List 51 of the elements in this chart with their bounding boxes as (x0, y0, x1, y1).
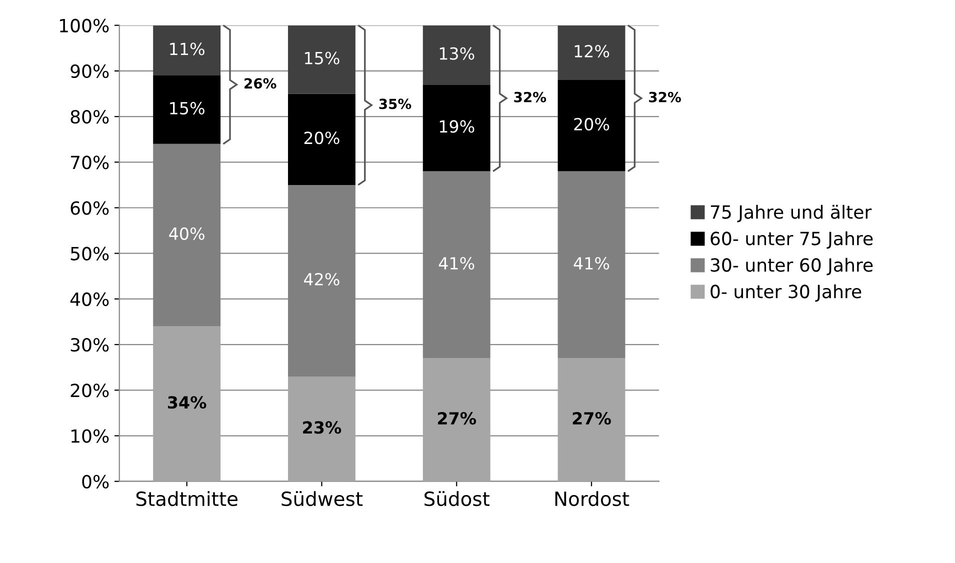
y-tick-label: 100% (60, 18, 109, 32)
y-tick-label: 50% (70, 246, 109, 260)
annotation: 32% (514, 92, 546, 102)
legend-label: 75 Jahre und älter (710, 204, 872, 222)
y-tick-label: 20% (70, 384, 109, 398)
bar (422, 84, 490, 172)
annotation: 32% (649, 92, 681, 102)
data-label: 20% (574, 118, 610, 130)
y-tick-label: 70% (71, 156, 109, 170)
data-label: 19% (440, 120, 474, 133)
y-tick-label: 0% (82, 474, 109, 488)
data-label: 34% (168, 396, 206, 409)
data-label: 20% (304, 132, 340, 144)
bar (153, 76, 221, 144)
data-label: 15% (170, 102, 204, 115)
x-tick-label: Nordost (555, 491, 630, 506)
bar (288, 94, 356, 185)
data-label: 27% (572, 412, 611, 425)
bar (422, 358, 490, 482)
y-tick-label: 60% (70, 201, 109, 215)
data-label: 40% (169, 227, 204, 240)
y-tick-label: 90% (70, 64, 109, 78)
bar (558, 80, 626, 172)
x-tick-label: Südwest (282, 491, 363, 506)
data-label: 41% (574, 256, 610, 270)
bar (558, 358, 626, 482)
data-label: 11% (170, 42, 204, 56)
data-label: 13% (440, 47, 474, 60)
bar (288, 25, 356, 94)
x-tick-label: Stadtmitte (136, 491, 238, 506)
data-label: 42% (304, 272, 340, 286)
annotation: 26% (244, 78, 276, 89)
legend-label: 60- unter 75 Jahre (710, 231, 873, 249)
y-tick-label: 10% (72, 429, 109, 443)
y-tick-label: 40% (70, 292, 109, 306)
data-label: 12% (574, 44, 610, 58)
bar (153, 25, 221, 76)
bar (558, 25, 626, 80)
legend-label: 30- unter 60 Jahre (710, 258, 873, 276)
legend-label: 0- unter 30 Jahre (710, 284, 862, 302)
bar (153, 326, 221, 482)
bar (422, 25, 490, 85)
y-tick-label: 80% (70, 110, 109, 124)
bar (288, 376, 356, 482)
y-tick-label: 30% (70, 338, 109, 352)
data-label: 15% (305, 52, 340, 64)
annotation: 35% (379, 98, 412, 110)
data-label: 27% (438, 412, 476, 425)
data-label: 41% (438, 256, 474, 270)
x-tick-label: Südost (424, 491, 490, 506)
data-label: 23% (303, 421, 342, 434)
